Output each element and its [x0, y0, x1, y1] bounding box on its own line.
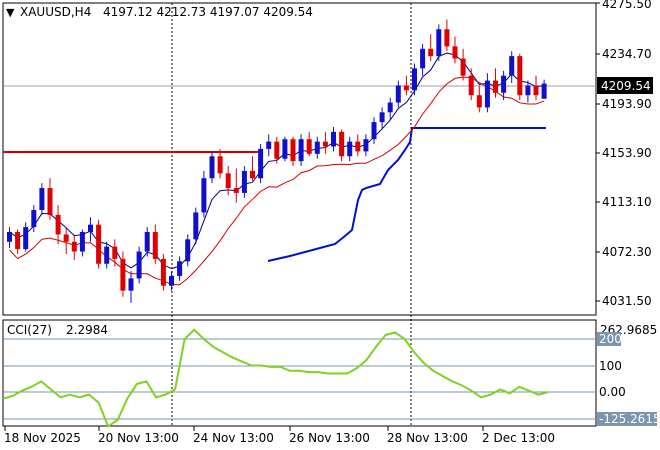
- candle-body[interactable]: [363, 139, 369, 152]
- price-tick: 4193.90: [602, 97, 652, 111]
- candle-body[interactable]: [468, 75, 474, 96]
- candle-body[interactable]: [541, 83, 547, 99]
- candle-body[interactable]: [290, 139, 296, 162]
- candle-body[interactable]: [71, 241, 77, 252]
- cci-value: 2.2984: [66, 323, 108, 337]
- price-tick: 4072.30: [602, 245, 652, 259]
- candle-body[interactable]: [63, 234, 69, 242]
- candle-body[interactable]: [298, 139, 304, 162]
- candle-body[interactable]: [160, 258, 166, 286]
- candle-body[interactable]: [7, 231, 12, 242]
- chart-corner-arrow: ▼: [6, 6, 15, 19]
- cci-level-200: 200: [599, 332, 622, 346]
- candle-body[interactable]: [79, 231, 85, 252]
- cci-level-0: 0.00: [599, 385, 626, 399]
- price-tick: 4031.50: [602, 294, 652, 308]
- candle-body[interactable]: [306, 139, 312, 154]
- candle-body[interactable]: [355, 141, 361, 152]
- candle-body[interactable]: [509, 56, 515, 76]
- candle-body[interactable]: [533, 85, 539, 96]
- candle-body[interactable]: [347, 141, 353, 157]
- candle-body[interactable]: [233, 188, 239, 193]
- candlesticks: [7, 19, 547, 303]
- candle-body[interactable]: [23, 227, 29, 250]
- candle-body[interactable]: [185, 239, 191, 262]
- candle-body[interactable]: [201, 178, 207, 213]
- price-axis: 4275.50 4234.70 4193.90 4153.90 4113.10 …: [596, 0, 652, 308]
- candle-body[interactable]: [128, 278, 134, 291]
- candle-body[interactable]: [136, 251, 142, 279]
- candle-body[interactable]: [274, 141, 280, 159]
- candle-body[interactable]: [55, 214, 61, 235]
- candle-body[interactable]: [282, 139, 288, 159]
- symbol-label: XAUUSD,H4: [20, 5, 91, 19]
- candle-body[interactable]: [387, 102, 393, 113]
- price-tick: 4113.10: [602, 195, 652, 209]
- candle-body[interactable]: [444, 29, 450, 47]
- current-price-badge: [597, 77, 653, 94]
- candle-body[interactable]: [258, 148, 264, 179]
- candle-body[interactable]: [322, 141, 328, 147]
- candle-body[interactable]: [39, 188, 45, 211]
- candle-body[interactable]: [420, 48, 426, 69]
- candle-body[interactable]: [339, 131, 345, 157]
- candle-body[interactable]: [209, 156, 215, 179]
- candle-body[interactable]: [250, 170, 255, 179]
- candle-body[interactable]: [476, 95, 482, 108]
- candle-body[interactable]: [15, 231, 21, 250]
- trailing-stop-line: [267, 127, 546, 262]
- candle-body[interactable]: [371, 122, 377, 140]
- cci-level-min: -125.2615: [599, 412, 660, 426]
- candle-body[interactable]: [403, 85, 409, 91]
- time-label: 24 Nov 13:00: [193, 431, 274, 445]
- candle-body[interactable]: [177, 261, 183, 276]
- cci-label: CCI(27): [7, 323, 52, 337]
- candle-body[interactable]: [241, 170, 247, 193]
- candle-body[interactable]: [525, 85, 531, 96]
- time-label: 18 Nov 2025: [4, 431, 81, 445]
- time-label: 20 Nov 13:00: [98, 431, 179, 445]
- candle-body[interactable]: [104, 246, 110, 264]
- price-tick: 4275.50: [602, 0, 652, 11]
- current-price-label: 4209.54: [601, 79, 651, 93]
- time-label: 28 Nov 13:00: [387, 431, 468, 445]
- candle-body[interactable]: [331, 131, 336, 147]
- candle-body[interactable]: [47, 188, 53, 215]
- time-label: 2 Dec 13:00: [482, 431, 555, 445]
- price-tick: 4153.90: [602, 146, 652, 160]
- candle-body[interactable]: [120, 258, 126, 291]
- candle-body[interactable]: [428, 48, 434, 57]
- candle-body[interactable]: [493, 80, 498, 93]
- candle-body[interactable]: [460, 58, 466, 76]
- candle-body[interactable]: [96, 224, 102, 264]
- time-label: 26 Nov 13:00: [289, 431, 370, 445]
- ohlc-values: 4197.12 4212.73 4197.07 4209.54: [103, 5, 313, 19]
- candle-body[interactable]: [169, 275, 174, 286]
- candle-body[interactable]: [517, 56, 523, 96]
- candle-body[interactable]: [266, 141, 272, 149]
- candle-body[interactable]: [484, 80, 490, 108]
- candle-body[interactable]: [144, 231, 150, 252]
- candle-body[interactable]: [314, 141, 320, 154]
- candle-body[interactable]: [452, 46, 458, 59]
- candle-body[interactable]: [412, 68, 417, 91]
- candle-body[interactable]: [217, 156, 223, 174]
- candle-body[interactable]: [225, 173, 231, 189]
- cci-level-100: 100: [599, 359, 622, 373]
- candle-body[interactable]: [152, 231, 158, 259]
- candle-body[interactable]: [379, 112, 385, 123]
- candle-body[interactable]: [112, 246, 118, 259]
- price-tick: 4234.70: [602, 47, 652, 61]
- candle-body[interactable]: [501, 75, 507, 93]
- candle-body[interactable]: [395, 85, 401, 103]
- candle-body[interactable]: [193, 212, 199, 240]
- candle-body[interactable]: [436, 29, 442, 57]
- candle-body[interactable]: [88, 224, 93, 232]
- candle-body[interactable]: [31, 210, 37, 228]
- cci-line: [2, 328, 549, 428]
- time-axis: 18 Nov 2025 20 Nov 13:00 24 Nov 13:00 26…: [4, 426, 555, 445]
